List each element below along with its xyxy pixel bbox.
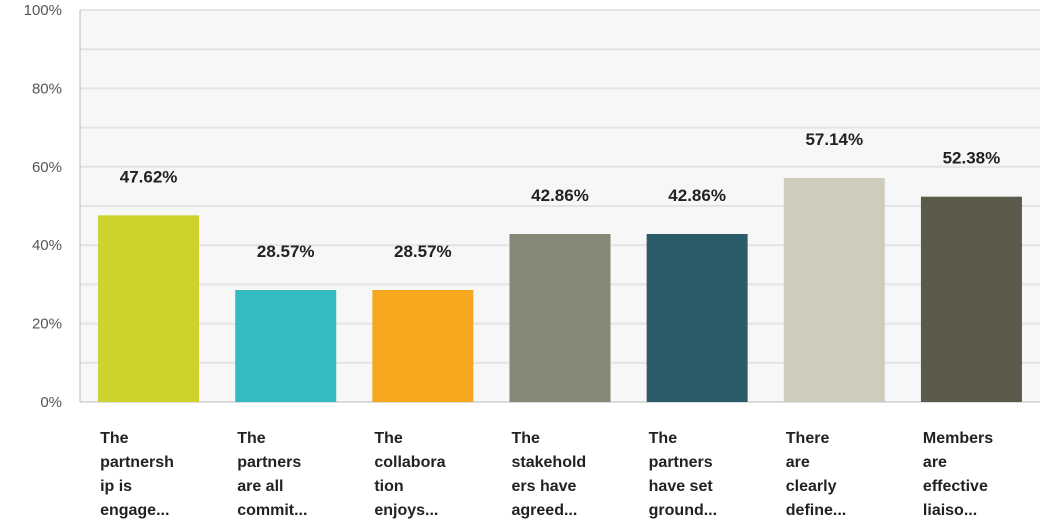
data-label: 28.57%: [394, 242, 452, 261]
data-label: 42.86%: [668, 186, 726, 205]
data-label: 57.14%: [805, 130, 863, 149]
category-label: ground...: [649, 502, 717, 519]
bar[interactable]: [920, 196, 1022, 402]
category-label: are: [786, 454, 810, 471]
category-label: effective: [923, 478, 988, 495]
bar[interactable]: [783, 178, 885, 402]
bar[interactable]: [646, 233, 748, 402]
bar[interactable]: [98, 215, 200, 402]
data-label: 28.57%: [257, 242, 315, 261]
category-label: agreed...: [512, 502, 578, 519]
category-label: define...: [786, 502, 846, 519]
category-label: ip is: [100, 478, 132, 495]
bar[interactable]: [235, 290, 337, 402]
data-label: 52.38%: [943, 149, 1001, 168]
category-label: tion: [374, 478, 403, 495]
category-label: There: [786, 430, 830, 447]
data-label: 42.86%: [531, 186, 589, 205]
y-tick-label: 80%: [32, 80, 62, 97]
category-label: The: [512, 430, 541, 447]
category-label: ers have: [512, 478, 577, 495]
category-label: The: [374, 430, 403, 447]
category-label: The: [649, 430, 678, 447]
category-label: are all: [237, 478, 283, 495]
category-label: The: [100, 430, 129, 447]
category-label: Members: [923, 430, 993, 447]
category-label: partners: [237, 454, 301, 471]
category-label: stakehold: [512, 454, 587, 471]
category-label: have set: [649, 478, 714, 495]
category-label: collabora: [374, 454, 445, 471]
y-tick-label: 20%: [32, 316, 62, 333]
category-label: partners: [649, 454, 713, 471]
category-label: The: [237, 430, 266, 447]
category-label: commit...: [237, 502, 307, 519]
category-label: liaiso...: [923, 502, 977, 519]
y-tick-label: 0%: [40, 394, 62, 411]
y-tick-label: 100%: [24, 2, 62, 19]
bar[interactable]: [372, 290, 474, 402]
category-label: partnersh: [100, 454, 174, 471]
bar[interactable]: [509, 233, 611, 402]
category-label: engage...: [100, 502, 169, 519]
y-tick-label: 60%: [32, 159, 62, 176]
category-label: clearly: [786, 478, 837, 495]
y-tick-label: 40%: [32, 237, 62, 254]
data-label: 47.62%: [120, 167, 178, 186]
category-label: are: [923, 454, 947, 471]
category-label: enjoys...: [374, 502, 438, 519]
